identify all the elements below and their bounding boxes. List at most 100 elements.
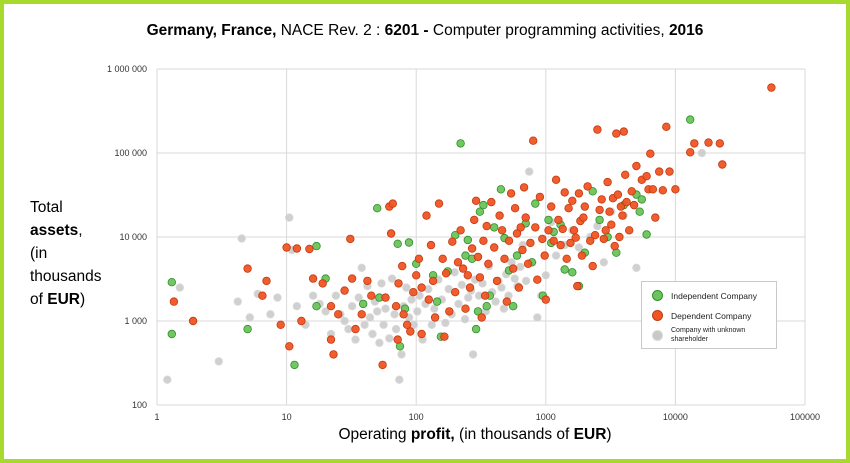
dependent-point [512, 229, 522, 238]
unknown-point [441, 318, 450, 328]
independent-point [373, 203, 382, 213]
unknown-point [377, 279, 386, 288]
dependent-point [326, 302, 336, 311]
dependent-point [535, 192, 545, 202]
independent-point [496, 185, 506, 194]
legend-label-independent: Independent Company [671, 290, 758, 301]
dependent-point [619, 127, 628, 136]
unknown-point [331, 291, 341, 300]
independent-point [359, 299, 368, 309]
dependent-point [510, 203, 520, 213]
dependent-point [658, 186, 667, 195]
independent-point [471, 324, 481, 334]
dependent-point [558, 224, 567, 234]
dependent-point [357, 310, 366, 319]
grid-lines [156, 68, 806, 406]
dependent-point [690, 139, 699, 148]
legend-item-independent: Independent Company [652, 290, 757, 301]
y-label-line: thousands [30, 268, 102, 285]
dependent-point [305, 244, 314, 254]
unknown-point [233, 297, 242, 306]
unknown-point [395, 375, 404, 384]
dependent-point [363, 276, 372, 286]
dependent-point [560, 188, 569, 197]
unknown-point [460, 315, 470, 324]
dependent-point [243, 264, 252, 273]
dependent-point [188, 316, 198, 326]
y-tick-label: 100 [132, 400, 147, 410]
unknown-point [344, 324, 353, 334]
dependent-point [586, 236, 595, 245]
unknown-point [381, 304, 390, 313]
dependent-point [541, 295, 550, 304]
dependent-point [500, 254, 509, 263]
independent-point [475, 207, 485, 216]
dependent-point [430, 313, 440, 322]
unknown-point [368, 329, 377, 339]
unknown-point [599, 258, 608, 267]
dependent-point [580, 202, 589, 211]
dependent-point [704, 138, 713, 147]
unknown-point [379, 320, 388, 329]
dependent-point [367, 291, 376, 300]
dependent-point [627, 187, 636, 196]
dependent-point [616, 202, 626, 211]
unknown-point [266, 310, 275, 319]
dependent-point [409, 288, 418, 297]
unknown-point [387, 274, 397, 283]
dependent-point [394, 279, 403, 288]
chart-title: Germany, France, NACE Rev. 2 : 6201 - Co… [0, 22, 850, 40]
x-tick-label: 1000 [536, 412, 556, 422]
unknown-point [450, 268, 459, 277]
dependent-point [655, 167, 664, 176]
dependent-point [456, 226, 465, 235]
legend-label-unknown: Company with unknown shareholder [671, 327, 746, 343]
y-tick-label: 10 000 [119, 232, 147, 242]
dependent-point [169, 297, 179, 306]
independent-point [588, 187, 597, 196]
dependent-point [590, 230, 600, 240]
unknown-point [415, 291, 424, 300]
dependent-point [605, 207, 614, 216]
dependent-point [593, 125, 602, 134]
independent-point [167, 278, 176, 287]
dependent-point [574, 189, 584, 198]
y-tick-label: 1 000 [124, 316, 147, 326]
dependent-point [262, 276, 271, 286]
dependent-point [686, 148, 695, 157]
dependent-point [583, 182, 592, 191]
dependent-point [597, 195, 606, 204]
tick-labels: 1 10 100 1000 10000 100000 100 1 000 10 000 100 0… [107, 64, 820, 422]
dependent-point [595, 205, 604, 215]
independent-point [482, 302, 491, 311]
dependent-point [406, 327, 415, 336]
dependent-point [282, 243, 291, 252]
unknown-point [468, 350, 478, 359]
independent-point [243, 324, 252, 334]
unknown-point [385, 334, 394, 343]
x-label-pre: Operating [338, 426, 411, 443]
dependent-point [292, 244, 302, 253]
dependent-point [569, 226, 579, 235]
unknown-point [308, 291, 318, 300]
dependent-point [554, 215, 563, 225]
dependent-point [351, 324, 360, 334]
dependent-point [471, 196, 481, 205]
dependent-point [285, 342, 294, 351]
dependent-point [297, 316, 306, 326]
legend-item-dependent: Dependent Company [652, 310, 751, 321]
dependent-point [601, 226, 610, 235]
dependent-point [347, 274, 357, 283]
dependent-point [571, 233, 580, 242]
dependent-point [625, 226, 634, 235]
dependent-point [329, 350, 338, 359]
y-label-line: of EUR) [30, 288, 130, 311]
dependent-point [615, 232, 624, 242]
dependent-point [612, 129, 621, 138]
dependent-point [529, 136, 538, 145]
unknown-point [525, 167, 534, 176]
unknown-point [321, 307, 330, 316]
x-label-bold1: profit, [410, 426, 455, 443]
dependent-point [549, 236, 558, 245]
